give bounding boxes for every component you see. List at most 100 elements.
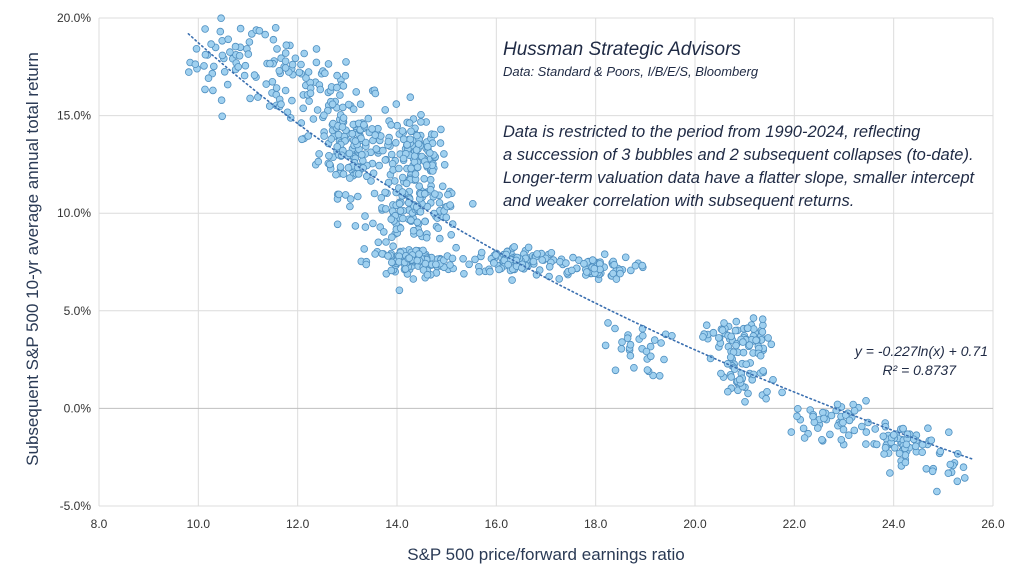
data-point xyxy=(818,435,826,444)
data-point xyxy=(339,114,348,122)
data-point xyxy=(351,137,360,145)
data-point xyxy=(901,458,910,467)
data-point xyxy=(341,71,350,80)
data-point xyxy=(426,175,435,184)
data-point xyxy=(334,130,343,139)
data-point xyxy=(291,54,300,63)
data-point xyxy=(524,243,533,252)
data-point xyxy=(643,366,652,374)
data-point xyxy=(508,276,516,284)
data-point xyxy=(405,254,414,262)
data-point xyxy=(396,224,405,233)
data-point xyxy=(735,375,744,384)
data-point xyxy=(430,130,439,139)
data-point xyxy=(360,245,369,253)
data-point xyxy=(339,170,348,178)
y-tick-label: 10.0% xyxy=(57,206,91,220)
data-point xyxy=(924,424,932,433)
data-point xyxy=(407,127,415,136)
y-tick-label: 0.0% xyxy=(64,401,92,415)
data-point xyxy=(304,68,313,76)
data-point xyxy=(392,100,401,108)
note-line-4: and weaker correlation with subsequent r… xyxy=(503,192,854,210)
data-point xyxy=(309,115,318,123)
data-point xyxy=(356,100,365,108)
data-point xyxy=(200,62,208,70)
data-point xyxy=(618,338,626,346)
data-point xyxy=(312,45,321,53)
data-point xyxy=(849,400,857,409)
data-point xyxy=(742,360,750,369)
y-tick-label: 15.0% xyxy=(57,109,91,123)
data-point xyxy=(191,60,200,68)
data-point xyxy=(209,86,217,95)
data-point xyxy=(345,174,354,182)
data-point xyxy=(288,60,297,69)
data-point xyxy=(325,152,333,160)
data-point xyxy=(850,426,859,435)
data-point xyxy=(395,200,404,208)
data-point xyxy=(422,233,431,242)
x-tick-label: 12.0 xyxy=(286,517,310,531)
data-point xyxy=(407,216,415,225)
data-point xyxy=(415,250,423,258)
data-point xyxy=(387,121,395,129)
data-point xyxy=(642,347,651,356)
data-point xyxy=(352,88,361,96)
data-point xyxy=(862,396,870,405)
data-point xyxy=(756,351,765,360)
data-point xyxy=(402,179,411,188)
data-point xyxy=(646,352,655,361)
data-point xyxy=(273,45,281,53)
data-point xyxy=(617,344,626,353)
data-point xyxy=(612,275,621,283)
data-point xyxy=(371,250,379,258)
x-tick-label: 24.0 xyxy=(882,517,906,531)
data-point xyxy=(660,355,668,364)
data-point xyxy=(762,394,770,403)
data-point xyxy=(844,431,853,440)
data-point xyxy=(809,412,817,421)
data-point xyxy=(631,261,640,270)
data-point xyxy=(545,262,554,271)
data-point xyxy=(879,432,888,441)
y-tick-label: -5.0% xyxy=(60,499,92,513)
note-line-3: Longer-term valuation data have a flatte… xyxy=(503,169,976,187)
data-point xyxy=(928,467,937,476)
data-point xyxy=(381,188,389,197)
source-data: Data: Standard & Poors, I/B/E/S, Bloombe… xyxy=(503,64,759,79)
data-point xyxy=(357,151,366,159)
data-point xyxy=(726,353,735,362)
data-point xyxy=(845,416,854,425)
data-point xyxy=(368,125,376,133)
data-point xyxy=(266,59,274,68)
data-point xyxy=(800,434,809,442)
data-point xyxy=(533,250,541,258)
x-tick-label: 8.0 xyxy=(91,517,108,531)
data-point xyxy=(699,333,707,341)
data-point xyxy=(192,44,201,53)
data-point xyxy=(626,266,635,275)
data-point xyxy=(335,190,343,199)
data-point xyxy=(650,336,659,344)
data-point xyxy=(953,477,962,486)
data-point xyxy=(881,443,890,452)
data-point xyxy=(353,192,362,201)
data-point xyxy=(407,164,415,173)
data-point xyxy=(413,218,422,227)
data-point xyxy=(880,450,888,458)
data-point xyxy=(431,190,439,198)
data-point xyxy=(201,25,209,33)
data-point xyxy=(720,319,728,327)
data-point xyxy=(872,440,881,449)
data-point xyxy=(752,336,760,345)
data-point xyxy=(207,40,215,48)
data-point xyxy=(890,443,899,452)
data-point xyxy=(338,103,347,112)
data-point xyxy=(304,132,313,140)
data-point xyxy=(567,266,576,275)
x-tick-label: 22.0 xyxy=(783,517,807,531)
data-point xyxy=(569,253,577,262)
data-point xyxy=(345,149,354,158)
